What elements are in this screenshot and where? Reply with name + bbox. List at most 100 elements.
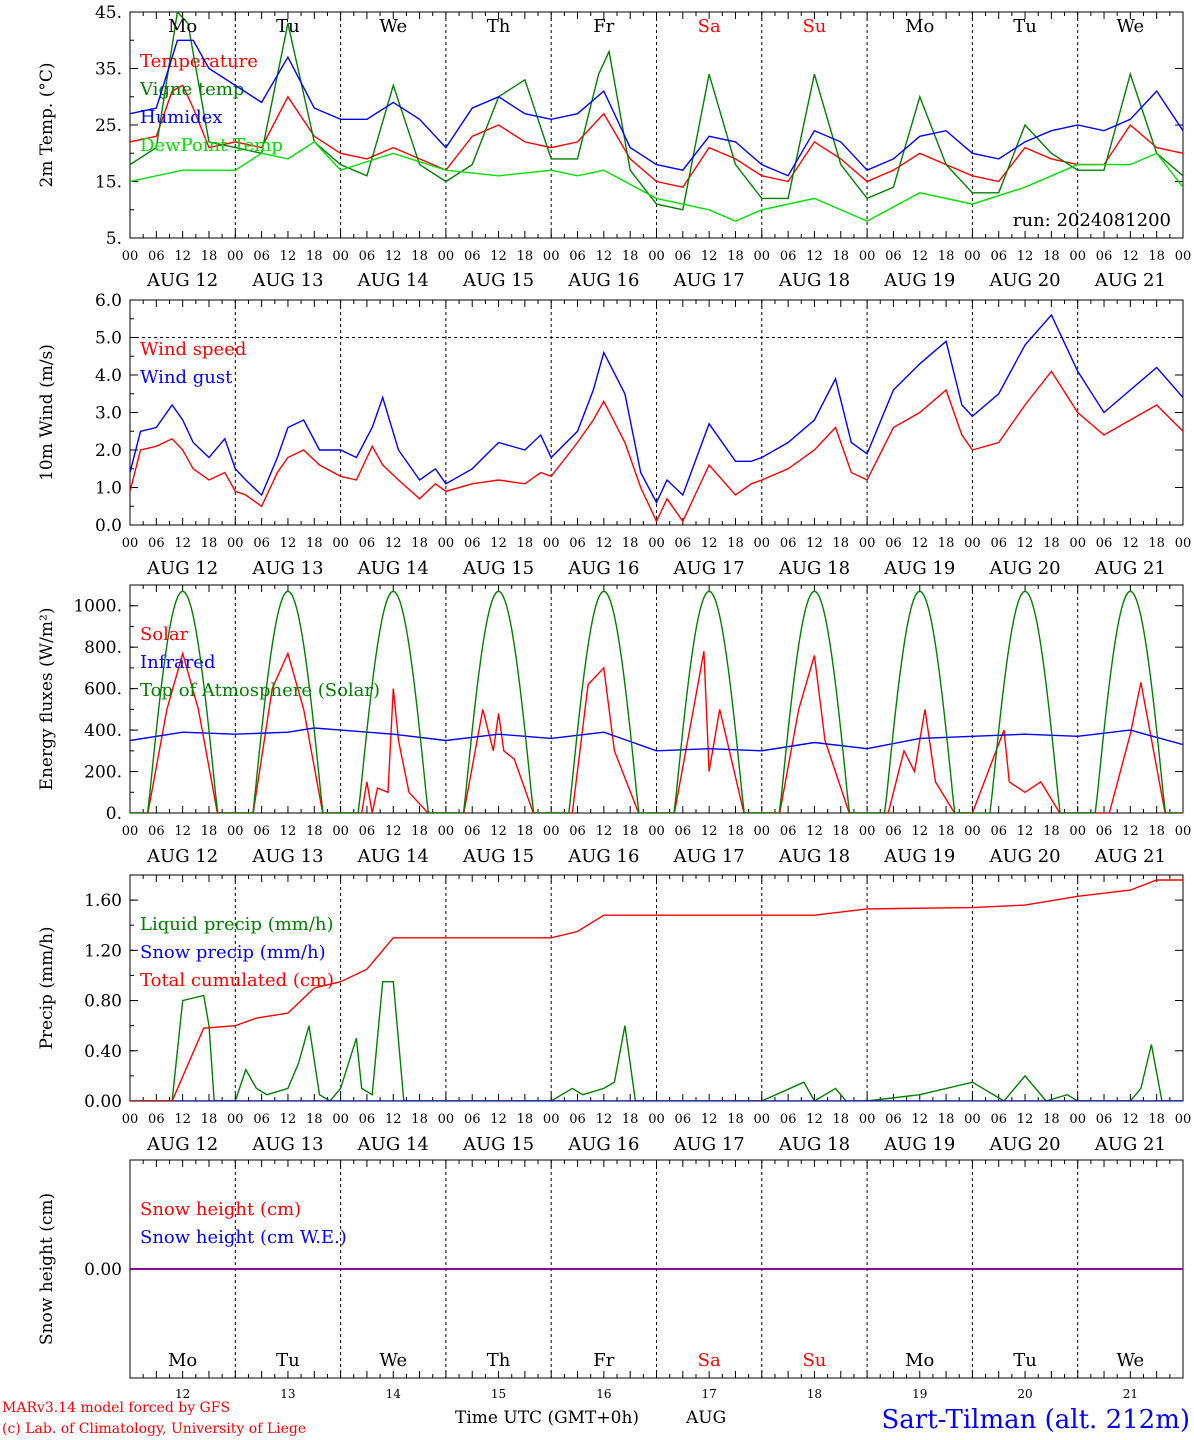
date-label: AUG 19 <box>883 558 955 579</box>
hour-tick-label: 00 <box>1175 824 1192 839</box>
hour-tick-label: 18 <box>411 536 428 551</box>
hour-tick-label: 18 <box>201 824 218 839</box>
series-line-vigne-temp <box>130 12 1183 211</box>
hour-tick-label: 18 <box>833 249 850 264</box>
date-label: AUG 17 <box>673 270 745 291</box>
day-number-label: 16 <box>596 1387 611 1401</box>
y-tick-label: 1.60 <box>84 891 122 911</box>
hour-tick-label: 06 <box>569 249 586 264</box>
hour-tick-label: 00 <box>859 536 876 551</box>
date-label: AUG 14 <box>357 846 429 867</box>
y-tick-label: 0.0 <box>95 516 122 536</box>
hour-tick-label: 00 <box>859 1112 876 1127</box>
weekday-label: Su <box>802 1350 826 1371</box>
hour-tick-label: 00 <box>227 1112 244 1127</box>
y-axis-label: Energy fluxes (W/m²) <box>37 608 57 791</box>
hour-tick-label: 12 <box>1122 824 1139 839</box>
hour-tick-label: 00 <box>332 824 349 839</box>
hour-tick-label: 06 <box>990 1112 1007 1127</box>
date-label: AUG 13 <box>251 558 323 579</box>
date-label: AUG 13 <box>251 846 323 867</box>
y-tick-label: 0.80 <box>84 992 122 1012</box>
y-tick-label: 800. <box>84 638 122 658</box>
y-tick-label: 400. <box>84 721 122 741</box>
series-line-wind-gust <box>130 313 1183 505</box>
hour-tick-label: 12 <box>1122 1112 1139 1127</box>
plot-frame <box>129 299 1184 526</box>
weekday-label: Tu <box>1013 16 1037 37</box>
day-numbers: 12 13 14 15 16 17 18 19 20 21 <box>175 1387 1138 1401</box>
hour-tick-label: 12 <box>806 1112 823 1127</box>
hour-tick-label: 12 <box>806 249 823 264</box>
y-axis-label: Snow height (cm) <box>37 1193 57 1345</box>
legend-entry: Snow precip (mm/h) <box>140 942 326 963</box>
series-line-dewpoint-temp <box>130 140 1183 222</box>
date-label: AUG 14 <box>357 270 429 291</box>
date-label: AUG 21 <box>1094 846 1166 867</box>
hour-tick-label: 12 <box>174 824 191 839</box>
hour-tick-label: 00 <box>1069 536 1086 551</box>
hour-tick-label: 00 <box>754 824 771 839</box>
hour-tick-label: 18 <box>306 536 323 551</box>
y-tick-label: 6.0 <box>95 291 122 311</box>
hour-tick-label: 12 <box>1122 249 1139 264</box>
y-tick-label: 5. <box>106 229 122 249</box>
hour-tick-label: 18 <box>622 249 639 264</box>
hour-tick-label: 12 <box>280 824 297 839</box>
hour-tick-label: 12 <box>1017 1112 1034 1127</box>
weekday-label: Fr <box>593 16 614 37</box>
weekday-label: Th <box>487 16 511 37</box>
hour-tick-label: 06 <box>464 824 481 839</box>
date-label: AUG 18 <box>778 270 850 291</box>
date-label: AUG 12 <box>146 846 218 867</box>
series-line-solar <box>130 650 1183 813</box>
day-number-label: 18 <box>807 1387 822 1401</box>
hour-tick-label: 18 <box>517 249 534 264</box>
hour-tick-label: 18 <box>517 1112 534 1127</box>
hour-tick-label: 00 <box>964 249 981 264</box>
hour-tick-label: 00 <box>438 824 455 839</box>
weekday-label: We <box>1117 16 1145 37</box>
hour-tick-label: 00 <box>1069 249 1086 264</box>
hour-tick-label: 06 <box>1096 1112 1113 1127</box>
panel-2: 0. 200. 400. 600. 800. 1000. Energy fluxes (W/… <box>37 584 1192 867</box>
weekday-label: Tu <box>276 16 300 37</box>
y-tick-label: 1000. <box>73 597 122 617</box>
weekday-label: Mo <box>168 1350 197 1371</box>
hour-tick-label: 00 <box>332 536 349 551</box>
hour-tick-label: 06 <box>569 1112 586 1127</box>
hour-tick-label: 12 <box>174 1112 191 1127</box>
hour-tick-label: 06 <box>359 536 376 551</box>
hour-tick-label: 06 <box>1096 824 1113 839</box>
hour-tick-label: 00 <box>122 1112 139 1127</box>
hour-tick-label: 06 <box>359 249 376 264</box>
legend-entry: Wind gust <box>140 367 233 388</box>
hour-tick-label: 18 <box>306 249 323 264</box>
hour-tick-label: 18 <box>938 536 955 551</box>
date-label: AUG 19 <box>883 270 955 291</box>
hour-tick-label: 18 <box>938 1112 955 1127</box>
hour-tick-label: 12 <box>280 249 297 264</box>
y-tick-label: 0. <box>106 804 122 824</box>
hour-tick-label: 18 <box>622 536 639 551</box>
hour-tick-label: 12 <box>911 1112 928 1127</box>
hour-tick-label: 18 <box>411 1112 428 1127</box>
hour-tick-label: 00 <box>332 1112 349 1127</box>
hour-tick-label: 18 <box>201 536 218 551</box>
hour-tick-label: 06 <box>780 536 797 551</box>
weekday-label: Th <box>487 1350 511 1371</box>
y-tick-label: 200. <box>84 763 122 783</box>
hour-tick-label: 18 <box>1043 536 1060 551</box>
hour-tick-label: 00 <box>1069 1112 1086 1127</box>
hour-tick-label: 06 <box>780 824 797 839</box>
date-label: AUG 20 <box>988 270 1060 291</box>
hour-tick-label: 00 <box>543 824 560 839</box>
y-tick-label: 35. <box>95 60 122 80</box>
y-tick-label: 0.40 <box>84 1042 122 1062</box>
series-line-total-cumulated-cm- <box>130 879 1183 1101</box>
hour-tick-label: 00 <box>964 1112 981 1127</box>
hour-tick-label: 18 <box>1148 249 1165 264</box>
y-tick-label: 15. <box>95 173 122 193</box>
hour-tick-label: 12 <box>911 824 928 839</box>
